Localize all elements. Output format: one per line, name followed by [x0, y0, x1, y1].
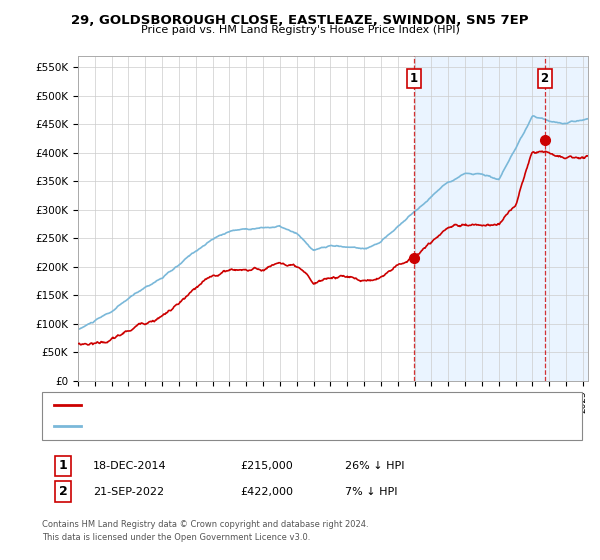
Text: £422,000: £422,000 [240, 487, 293, 497]
Text: £215,000: £215,000 [240, 461, 293, 471]
Text: 1: 1 [59, 459, 67, 473]
Bar [414, 56, 545, 381]
Text: 1: 1 [410, 72, 418, 85]
Text: This data is licensed under the Open Government Licence v3.0.: This data is licensed under the Open Gov… [42, 533, 310, 542]
Bar [545, 56, 588, 381]
Text: 21-SEP-2022: 21-SEP-2022 [93, 487, 164, 497]
Text: 2: 2 [59, 485, 67, 498]
Text: HPI: Average price, detached house, Swindon: HPI: Average price, detached house, Swin… [87, 421, 309, 431]
Text: 29, GOLDSBOROUGH CLOSE, EASTLEAZE, SWINDON, SN5 7EP (detached house): 29, GOLDSBOROUGH CLOSE, EASTLEAZE, SWIND… [87, 400, 479, 410]
Text: 26% ↓ HPI: 26% ↓ HPI [345, 461, 404, 471]
Text: 2: 2 [541, 72, 548, 85]
Text: 18-DEC-2014: 18-DEC-2014 [93, 461, 167, 471]
Text: 29, GOLDSBOROUGH CLOSE, EASTLEAZE, SWINDON, SN5 7EP: 29, GOLDSBOROUGH CLOSE, EASTLEAZE, SWIND… [71, 14, 529, 27]
Text: Price paid vs. HM Land Registry's House Price Index (HPI): Price paid vs. HM Land Registry's House … [140, 25, 460, 35]
Text: Contains HM Land Registry data © Crown copyright and database right 2024.: Contains HM Land Registry data © Crown c… [42, 520, 368, 529]
Text: 7% ↓ HPI: 7% ↓ HPI [345, 487, 398, 497]
